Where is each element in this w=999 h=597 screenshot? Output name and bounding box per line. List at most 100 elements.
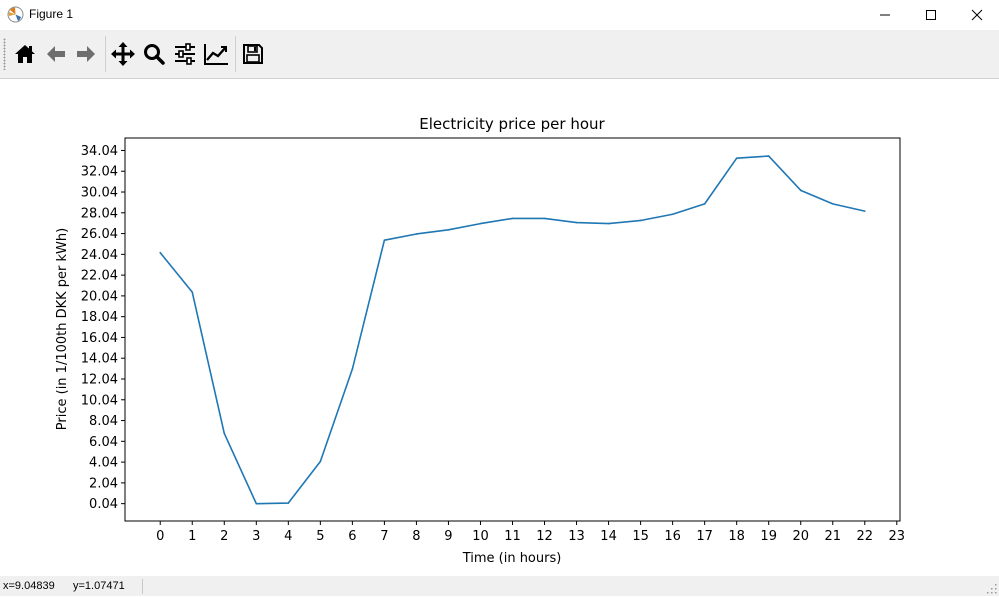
data-point bbox=[287, 502, 290, 504]
data-point bbox=[511, 217, 514, 220]
maximize-button[interactable] bbox=[908, 0, 954, 30]
arrow-right-icon bbox=[74, 42, 98, 66]
y-tick-label: 2.04 bbox=[89, 476, 118, 491]
data-point bbox=[863, 210, 866, 212]
y-tick-label: 6.04 bbox=[89, 435, 118, 450]
data-point bbox=[575, 221, 578, 224]
cursor-x-readout: x=9.04839 bbox=[3, 580, 55, 592]
floppy-disk-icon bbox=[241, 42, 265, 66]
y-tick-label: 32.04 bbox=[81, 165, 118, 180]
x-tick-label: 23 bbox=[889, 529, 906, 544]
forward-button[interactable] bbox=[71, 39, 101, 69]
resize-grip-icon[interactable] bbox=[987, 584, 997, 594]
arrow-left-icon bbox=[44, 42, 68, 66]
data-point bbox=[831, 203, 834, 205]
data-point bbox=[351, 368, 354, 370]
x-axis-label: Time (in hours) bbox=[462, 551, 562, 566]
back-button[interactable] bbox=[41, 39, 71, 69]
x-tick-label: 13 bbox=[568, 529, 585, 544]
axes-frame bbox=[124, 137, 901, 522]
data-point bbox=[479, 222, 482, 225]
x-tick-label: 10 bbox=[472, 529, 489, 544]
maximize-icon bbox=[925, 6, 937, 25]
minimize-icon bbox=[879, 6, 891, 25]
data-point bbox=[415, 233, 418, 235]
chart-title: Electricity price per hour bbox=[419, 115, 605, 133]
sliders-icon bbox=[173, 42, 197, 66]
toolbar-separator bbox=[235, 36, 236, 72]
minimize-button[interactable] bbox=[862, 0, 908, 30]
data-point bbox=[799, 189, 802, 192]
data-point bbox=[383, 239, 386, 242]
x-tick-label: 21 bbox=[824, 529, 841, 544]
data-point bbox=[223, 432, 226, 435]
x-tick-label: 15 bbox=[632, 529, 649, 544]
figure-canvas[interactable]: Electricity price per hour 0.04 2.04 4.04 6… bbox=[0, 79, 999, 576]
x-tick-label: 2 bbox=[220, 529, 228, 544]
line-chart: Electricity price per hour 0.04 2.04 4.04 6… bbox=[55, 115, 905, 566]
data-point bbox=[159, 251, 162, 254]
y-tick-label: 14.04 bbox=[81, 352, 118, 367]
edit-axis-button[interactable] bbox=[201, 39, 231, 69]
x-tick-label: 3 bbox=[252, 529, 260, 544]
pan-button[interactable] bbox=[108, 39, 138, 69]
status-bar: x=9.04839 y=1.07471 bbox=[0, 576, 999, 596]
data-point bbox=[447, 229, 450, 231]
x-tick-label: 9 bbox=[444, 529, 452, 544]
y-tick-label: 22.04 bbox=[81, 269, 118, 284]
x-tick-label: 11 bbox=[504, 529, 521, 544]
y-tick-label: 4.04 bbox=[89, 456, 118, 471]
x-tick-label: 16 bbox=[664, 529, 681, 544]
home-button[interactable] bbox=[10, 39, 40, 69]
series-layer bbox=[159, 155, 866, 505]
y-tick-label: 18.04 bbox=[81, 310, 118, 325]
y-axis: 0.04 2.04 4.04 6.04 8.04 10.04 12.04 14.04 16.04… bbox=[81, 144, 125, 512]
cursor-y-readout: y=1.07471 bbox=[73, 580, 125, 592]
magnifier-icon bbox=[142, 42, 166, 66]
x-tick-label: 1 bbox=[188, 529, 196, 544]
x-tick-label: 19 bbox=[760, 529, 777, 544]
line-chart-icon bbox=[203, 42, 229, 66]
x-tick-label: 8 bbox=[412, 529, 420, 544]
y-tick-label: 8.04 bbox=[89, 414, 118, 429]
y-tick-label: 12.04 bbox=[81, 372, 118, 387]
close-icon bbox=[971, 6, 983, 25]
toolbar-grip[interactable] bbox=[3, 38, 6, 70]
y-tick-label: 34.04 bbox=[81, 144, 118, 159]
home-icon bbox=[13, 42, 37, 66]
x-tick-label: 0 bbox=[156, 529, 164, 544]
subplots-button[interactable] bbox=[170, 39, 200, 69]
status-separator bbox=[142, 579, 143, 594]
close-button[interactable] bbox=[954, 0, 999, 30]
x-tick-label: 17 bbox=[696, 529, 713, 544]
data-point bbox=[319, 460, 322, 463]
move-icon bbox=[110, 41, 136, 67]
y-tick-label: 16.04 bbox=[81, 331, 118, 346]
x-tick-label: 7 bbox=[380, 529, 388, 544]
y-tick-label: 24.04 bbox=[81, 248, 118, 263]
y-tick-label: 26.04 bbox=[81, 227, 118, 242]
save-button[interactable] bbox=[238, 39, 268, 69]
zoom-button[interactable] bbox=[139, 39, 169, 69]
y-tick-label: 28.04 bbox=[81, 206, 118, 221]
x-tick-label: 20 bbox=[792, 529, 809, 544]
y-tick-label: 10.04 bbox=[81, 393, 118, 408]
x-tick-label: 5 bbox=[316, 529, 324, 544]
data-point bbox=[735, 157, 738, 159]
data-point bbox=[671, 213, 674, 216]
y-tick-label: 0.04 bbox=[89, 497, 118, 512]
x-tick-label: 22 bbox=[856, 529, 873, 544]
y-tick-label: 30.04 bbox=[81, 186, 118, 201]
window-title: Figure 1 bbox=[29, 7, 74, 21]
matplotlib-app-icon bbox=[7, 6, 24, 23]
toolbar-separator bbox=[105, 36, 106, 72]
x-axis: 0 1 2 3 4 5 6 7 8 9 10 11 12 13 14 15 16 17 18 19 20 21 22 23 bbox=[156, 521, 905, 544]
x-tick-label: 14 bbox=[600, 529, 617, 544]
y-tick-label: 20.04 bbox=[81, 289, 118, 304]
data-point bbox=[255, 502, 258, 505]
data-point bbox=[639, 219, 642, 222]
data-point bbox=[543, 217, 546, 220]
x-tick-label: 6 bbox=[348, 529, 356, 544]
x-tick-label: 4 bbox=[284, 529, 292, 544]
y-axis-label: Price (in 1/100th DKK per kWh) bbox=[55, 228, 70, 430]
